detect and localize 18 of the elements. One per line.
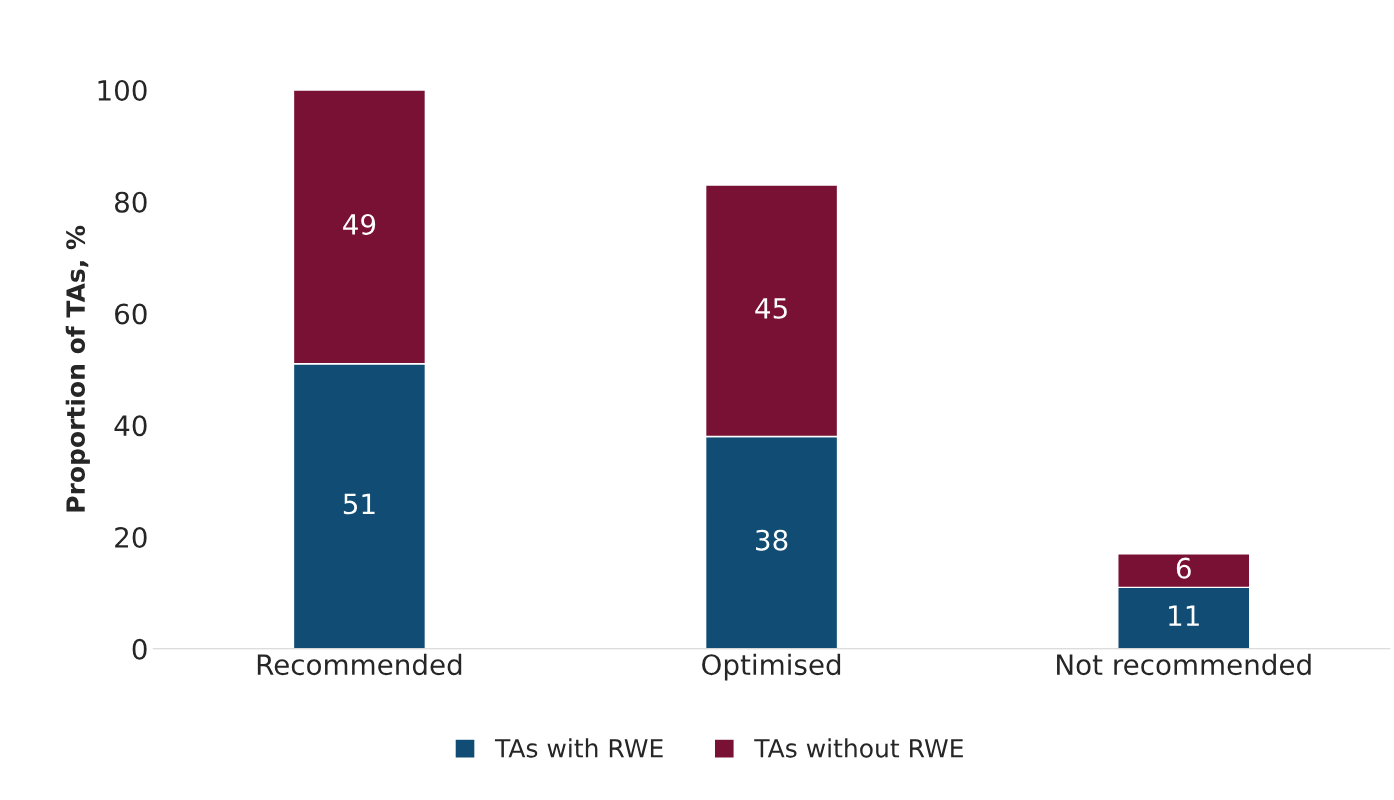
- x-tick-label: Recommended: [257, 653, 462, 676]
- data-label: 45: [755, 298, 787, 319]
- legend-label: TAs without RWE: [754, 738, 963, 758]
- x-tick-label: Not recommended: [1057, 653, 1311, 676]
- y-axis-title: Proportion of TAs, %: [65, 225, 90, 512]
- y-tick-label: 40: [114, 415, 147, 437]
- y-tick-label: 0: [132, 638, 147, 660]
- data-label: 49: [343, 213, 376, 235]
- y-tick-label: 100: [98, 79, 147, 101]
- data-label: 6: [1176, 557, 1191, 579]
- data-label: 38: [756, 529, 788, 551]
- y-tick-label: 60: [115, 303, 147, 325]
- legend-label: TAs with RWE: [494, 738, 663, 758]
- y-tick-label: 80: [115, 191, 147, 213]
- data-label: 51: [343, 493, 375, 515]
- y-tick-label: 20: [115, 526, 147, 548]
- x-tick-label: Optimised: [702, 653, 841, 681]
- data-label: 11: [1169, 605, 1199, 626]
